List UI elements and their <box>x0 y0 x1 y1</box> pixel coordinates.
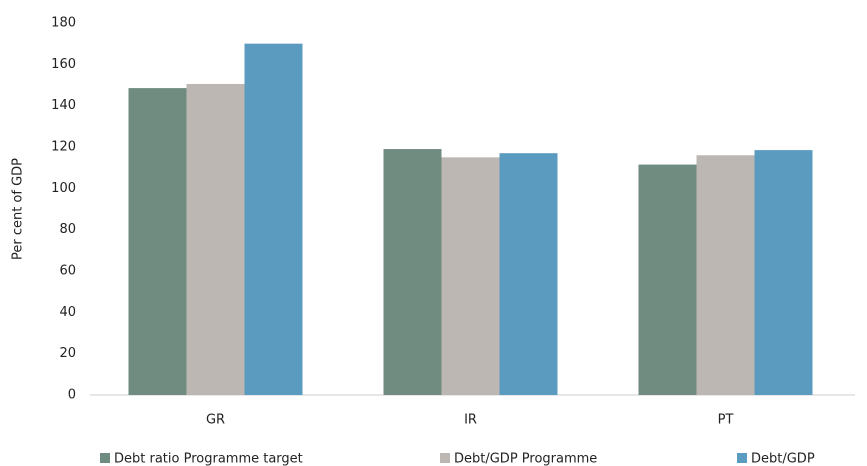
y-tick-label: 60 <box>59 264 76 279</box>
bar <box>383 149 442 395</box>
legend-label: Debt/GDP Programme <box>454 452 597 466</box>
bar <box>128 88 187 395</box>
legend-swatch <box>737 453 747 463</box>
bar <box>186 83 245 395</box>
y-tick-label: 100 <box>51 181 76 196</box>
x-tick-label: IR <box>464 413 477 428</box>
y-tick-label: 0 <box>68 388 76 403</box>
bar <box>441 157 500 395</box>
bar <box>499 153 558 395</box>
y-tick-label: 120 <box>51 140 76 155</box>
legend-swatch <box>440 453 450 463</box>
y-tick-label: 80 <box>59 222 76 237</box>
x-tick-label: GR <box>206 413 225 428</box>
bar <box>244 43 303 396</box>
legend-label: Debt ratio Programme target <box>114 452 303 466</box>
y-axis-label: Per cent of GDP <box>11 158 26 260</box>
x-tick-label: PT <box>718 413 734 428</box>
y-tick-label: 180 <box>51 16 76 31</box>
bar <box>638 164 697 395</box>
bar <box>696 155 755 395</box>
y-tick-label: 20 <box>59 346 76 361</box>
bar <box>754 150 813 395</box>
legend-label: Debt/GDP <box>751 452 815 466</box>
y-tick-label: 40 <box>59 305 76 320</box>
y-tick-label: 160 <box>51 57 76 72</box>
legend-swatch <box>100 453 110 463</box>
y-tick-label: 140 <box>51 98 76 113</box>
